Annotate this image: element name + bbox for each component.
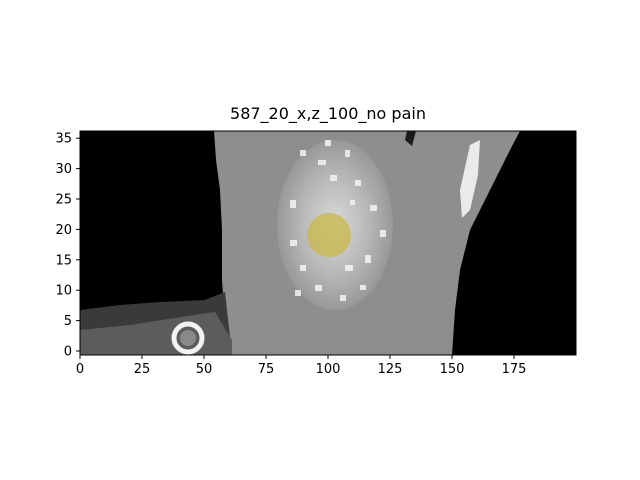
x-tick-label: 0 — [76, 362, 84, 377]
x-tick-label: 100 — [316, 362, 341, 377]
x-axis: 0 25 50 75 100 125 150 175 — [76, 355, 527, 377]
y-tick-label: 15 — [55, 253, 72, 268]
y-tick-label: 0 — [64, 345, 72, 360]
y-tick-label: 35 — [55, 132, 72, 147]
x-tick-label: 175 — [502, 362, 527, 377]
bone-speckles — [290, 140, 386, 301]
image-plot-area — [80, 131, 576, 355]
bone-ring — [171, 321, 205, 355]
y-axis: 0 5 10 15 20 25 30 35 — [55, 132, 80, 360]
highlight-overlay — [307, 213, 351, 257]
x-tick-label: 125 — [378, 362, 403, 377]
x-tick-label: 150 — [440, 362, 465, 377]
x-tick-label: 50 — [196, 362, 213, 377]
y-tick-label: 20 — [55, 223, 72, 238]
y-tick-label: 10 — [55, 284, 72, 299]
chart-title: 587_20_x,z_100_no pain — [230, 104, 426, 123]
bone-right — [460, 140, 480, 218]
y-tick-label: 5 — [64, 314, 72, 329]
x-tick-label: 25 — [134, 362, 151, 377]
x-tick-label: 75 — [258, 362, 275, 377]
y-tick-label: 30 — [55, 162, 72, 177]
y-tick-label: 25 — [55, 193, 72, 208]
